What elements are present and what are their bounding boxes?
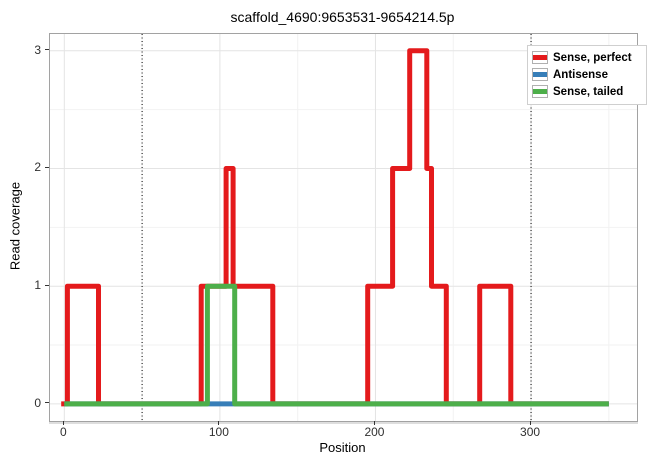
y-tick-label: 3 bbox=[34, 42, 41, 57]
sense-perfect-key-line-icon bbox=[533, 55, 547, 60]
legend-label: Sense, tailed bbox=[553, 85, 624, 98]
x-axis-label: Position bbox=[319, 440, 366, 455]
legend-key-box bbox=[532, 85, 548, 98]
x-tick-label: 0 bbox=[59, 425, 67, 439]
x-tick-mark bbox=[529, 421, 531, 425]
legend-entry-sense-perfect: Sense, perfect bbox=[532, 49, 642, 66]
y-tick-label: 2 bbox=[34, 160, 41, 175]
legend-label: Antisense bbox=[553, 68, 608, 81]
legend: Sense, perfect Antisense Sense, tailed bbox=[527, 45, 647, 105]
x-tick-label: 100 bbox=[208, 425, 229, 439]
legend-key-box bbox=[532, 51, 548, 64]
y-axis-label: Read coverage bbox=[7, 181, 23, 271]
x-tick-mark bbox=[218, 421, 220, 425]
legend-entry-antisense: Antisense bbox=[532, 66, 642, 83]
sense-tailed-key-line-icon bbox=[533, 89, 547, 94]
antisense-key-line-icon bbox=[533, 72, 547, 77]
x-tick-label: 300 bbox=[520, 425, 541, 439]
y-tick-mark bbox=[45, 402, 49, 404]
y-tick-mark bbox=[45, 49, 49, 51]
y-tick-label: 0 bbox=[34, 395, 41, 410]
y-tick-label: 1 bbox=[34, 278, 41, 293]
chart-canvas bbox=[50, 34, 637, 421]
series-line-sense-tailed bbox=[64, 283, 609, 407]
legend-entry-sense-tailed: Sense, tailed bbox=[532, 83, 642, 100]
plot-title: scaffold_4690:9653531-9654214.5p bbox=[230, 9, 455, 25]
x-tick-mark bbox=[62, 421, 64, 425]
legend-label: Sense, perfect bbox=[553, 51, 632, 64]
x-tick-mark bbox=[373, 421, 375, 425]
y-tick-mark bbox=[45, 284, 49, 286]
y-tick-mark bbox=[45, 166, 49, 168]
x-tick-label: 200 bbox=[364, 425, 385, 439]
legend-key-box bbox=[532, 68, 548, 81]
